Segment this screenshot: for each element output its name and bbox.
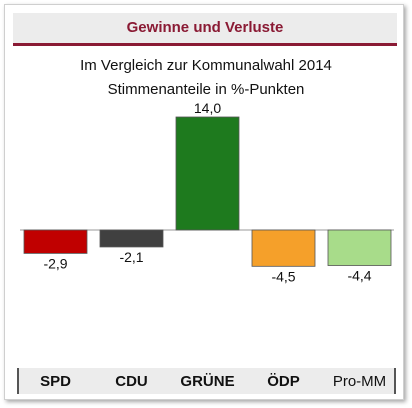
data-label-pro-mm: -4,4 [347, 268, 371, 284]
bar-spd [23, 229, 88, 254]
bar-ödp [251, 229, 316, 267]
category-label-grüne: GRÜNE [180, 373, 235, 390]
data-label-ödp: -4,5 [271, 268, 295, 284]
category-label-ödp: ÖDP [267, 373, 300, 390]
chart-title: Im Vergleich zur Kommunalwahl 2014 [80, 57, 332, 74]
data-label-spd: -2,9 [43, 255, 67, 271]
chart-subtitle: Stimmenanteile in %-Punkten [107, 81, 305, 98]
category-label-pro-mm: Pro-MM [332, 373, 387, 390]
bar-grüne [175, 116, 240, 231]
chart-header: Gewinne und Verluste [13, 13, 397, 46]
bar-pro-mm [327, 229, 392, 266]
category-label-cdu: CDU [115, 373, 148, 390]
bar-cdu [99, 229, 164, 248]
category-axis-bar [17, 368, 396, 394]
data-label-cdu: -2,1 [119, 249, 143, 265]
category-label-spd: SPD [40, 373, 71, 390]
data-label-grüne: 14,0 [194, 100, 221, 116]
